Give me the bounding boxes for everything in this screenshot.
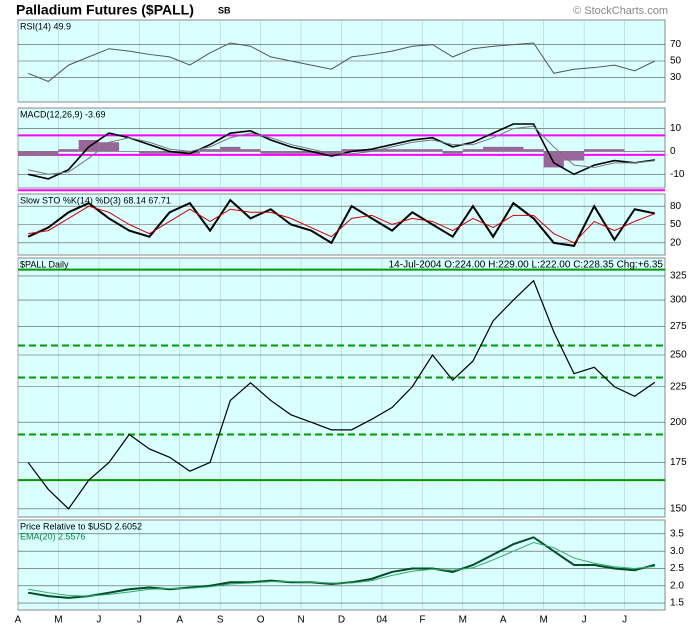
panel-label: RSI(14) 49.9 (20, 21, 71, 31)
y-tick-label: 70 (670, 39, 682, 50)
y-tick-label: 150 (670, 504, 687, 515)
panel-label: MACD(12,26,9) -3.69 (20, 109, 106, 119)
x-tick-label: S (217, 615, 224, 626)
quote: 14-Jul-2004 O:224.00 H:229.00 L:222.00 C… (389, 260, 664, 271)
ema-label: EMA(20) 2.5576 (20, 531, 86, 541)
panel-label: Slow STO %K(14) %D(3) 68.14 67.71 (20, 195, 171, 205)
histogram-bar (462, 149, 484, 152)
series-line (28, 541, 655, 597)
y-tick-label: 325 (670, 271, 687, 282)
y-tick-label: 50 (670, 56, 682, 67)
histogram-bar (18, 151, 39, 156)
y-tick-label: 225 (670, 381, 687, 392)
histogram-bar (260, 151, 281, 154)
y-tick-label: 10 (670, 123, 682, 134)
y-tick-label: 0 (670, 146, 676, 157)
histogram-bar (523, 149, 544, 152)
histogram-bar (199, 149, 221, 152)
series-line (28, 205, 656, 244)
x-tick-label: J (137, 615, 142, 626)
histogram-bar (301, 151, 322, 154)
histogram-bar (563, 151, 585, 161)
y-tick-label: 3.0 (670, 546, 684, 557)
histogram-bar (483, 146, 504, 152)
y-tick-label: 200 (670, 417, 687, 428)
panel-label: $PALL Daily (20, 259, 69, 269)
histogram-bar (240, 149, 261, 152)
y-tick-label: 3.5 (670, 528, 684, 539)
badge: SB (218, 5, 231, 15)
series-line (27, 42, 656, 83)
histogram-bar (543, 151, 564, 168)
y-tick-label: 175 (670, 457, 687, 468)
x-tick-label: J (622, 615, 627, 626)
x-tick-label: A (500, 615, 507, 626)
credit: © StockCharts.com (573, 5, 668, 17)
histogram-bar (381, 149, 403, 152)
histogram-bar (341, 149, 362, 152)
histogram-bar (38, 151, 59, 156)
histogram-bar (139, 151, 160, 154)
x-tick-label: O (257, 615, 265, 626)
y-tick-label: 50 (670, 219, 682, 230)
y-tick-label: 2.0 (670, 580, 684, 591)
y-tick-label: 20 (670, 237, 682, 248)
series-line (27, 198, 656, 247)
x-tick-label: J (96, 615, 101, 626)
series-line (27, 125, 655, 175)
histogram-bar (644, 150, 665, 152)
y-tick-label: 275 (670, 321, 687, 332)
histogram-bar (442, 151, 463, 154)
histogram-bar (58, 149, 79, 152)
x-tick-label: F (419, 615, 425, 626)
histogram-bar (361, 149, 382, 152)
y-tick-label: 300 (670, 295, 687, 306)
histogram-bar (321, 151, 342, 154)
x-tick-label: A (15, 615, 22, 626)
x-tick-label: M (54, 615, 62, 626)
histogram-bar (159, 151, 180, 154)
histogram-bar (280, 151, 302, 154)
y-tick-label: 80 (670, 201, 682, 212)
x-tick-label: J (582, 615, 587, 626)
histogram-bar (402, 149, 423, 152)
y-tick-label: -10 (670, 169, 685, 180)
histogram-bar (179, 151, 200, 154)
x-tick-label: M (540, 615, 548, 626)
y-tick-label: 2.5 (670, 563, 684, 574)
x-tick-label: A (176, 615, 183, 626)
chart-title: Palladium Futures ($PALL) (16, 2, 194, 18)
histogram-bar (98, 142, 120, 152)
histogram-bar (78, 140, 99, 152)
y-tick-label: 1.5 (670, 598, 684, 609)
panel-label: Price Relative to $USD 2.6052 (20, 521, 142, 531)
histogram-bar (220, 146, 241, 152)
histogram-bar (503, 146, 524, 152)
x-tick-label: D (338, 615, 345, 626)
x-tick-label: 04 (376, 615, 388, 626)
x-tick-label: M (459, 615, 467, 626)
histogram-bar (604, 149, 625, 152)
series-line (27, 279, 656, 510)
y-tick-label: 250 (670, 350, 687, 361)
histogram-bar (422, 149, 443, 152)
x-tick-label: N (297, 615, 304, 626)
histogram-bar (584, 149, 605, 152)
y-tick-label: 30 (670, 72, 682, 83)
